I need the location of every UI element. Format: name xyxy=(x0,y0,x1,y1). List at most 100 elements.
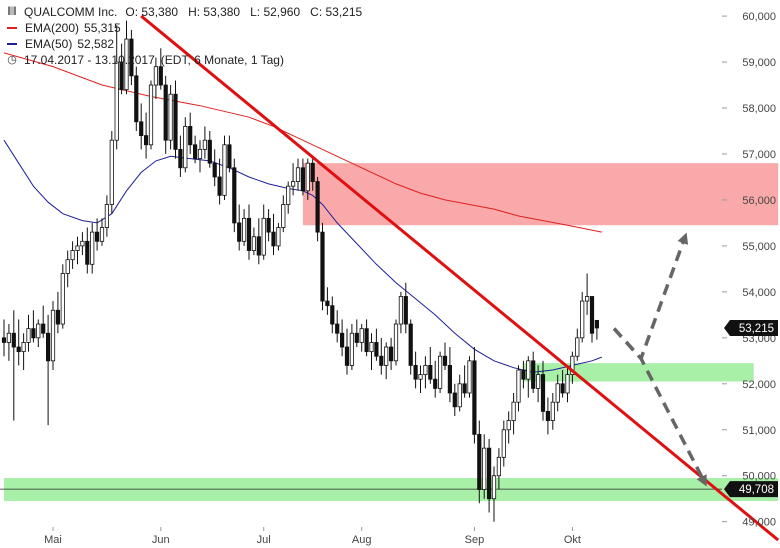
candle xyxy=(148,80,154,150)
candle-body xyxy=(506,420,511,431)
candle xyxy=(589,296,595,343)
x-tick-label: Aug xyxy=(352,534,372,546)
candle xyxy=(168,85,173,150)
candle-body xyxy=(21,342,26,353)
ema50-value: 52,582 xyxy=(77,37,115,51)
candle xyxy=(594,319,600,340)
candle-body xyxy=(536,374,541,389)
candle xyxy=(16,319,21,366)
candle xyxy=(256,218,261,265)
candle-body xyxy=(496,456,502,477)
candle-body xyxy=(428,365,433,380)
candle xyxy=(398,291,404,334)
candle-body xyxy=(585,296,590,302)
candle-body xyxy=(486,447,492,500)
candle-body xyxy=(413,365,418,380)
period-note: (EDT, 6 Monate, 1 Tag) xyxy=(160,53,284,67)
clock-icon: ◷ xyxy=(7,54,17,66)
ema200-label: EMA(200) xyxy=(25,21,80,35)
candle xyxy=(330,296,335,334)
candle xyxy=(202,126,207,159)
y-tick-label: 57,000 xyxy=(742,149,776,161)
candle xyxy=(246,204,252,260)
candle-body xyxy=(212,162,217,178)
candle-body xyxy=(491,475,497,500)
candle-body xyxy=(437,355,443,389)
candle xyxy=(178,135,183,177)
candle-body xyxy=(266,217,271,233)
candle-body xyxy=(261,217,266,256)
candle xyxy=(482,434,487,499)
candle-body xyxy=(379,355,384,366)
candle xyxy=(6,324,11,361)
candle xyxy=(374,328,379,361)
x-tick-label: Okt xyxy=(564,534,581,546)
candle-body xyxy=(90,231,95,265)
candle-body xyxy=(580,300,585,339)
candle xyxy=(462,365,467,398)
candle-body xyxy=(575,337,580,357)
candle xyxy=(276,222,281,251)
candle-body xyxy=(237,222,242,242)
ema50-label: EMA(50) xyxy=(25,37,73,51)
candle-body xyxy=(320,231,325,302)
ema200-value: 55,315 xyxy=(84,21,121,35)
candle-body xyxy=(354,332,359,343)
candle-body xyxy=(60,273,65,325)
candle xyxy=(163,75,168,154)
candle xyxy=(114,25,119,150)
candle xyxy=(271,213,276,256)
candle xyxy=(408,319,413,375)
projection-arrows xyxy=(612,232,707,487)
candle-body xyxy=(16,346,21,353)
candle xyxy=(526,356,531,398)
candle xyxy=(521,360,526,389)
candle xyxy=(403,282,408,334)
candle-body xyxy=(462,383,467,394)
candle-body xyxy=(183,126,188,169)
candle-body xyxy=(114,61,119,141)
candle xyxy=(320,222,325,311)
ema50-line xyxy=(3,139,602,373)
candle-body xyxy=(251,236,256,251)
ema-lines xyxy=(3,52,602,373)
candle-body xyxy=(442,355,448,366)
candle xyxy=(349,324,355,371)
candles xyxy=(1,20,600,522)
candle xyxy=(384,342,389,380)
candle-body xyxy=(246,217,252,251)
candle-body xyxy=(447,365,453,394)
candle xyxy=(550,393,555,430)
candle-body xyxy=(75,245,80,251)
candle-body xyxy=(290,181,296,187)
candle xyxy=(217,158,222,205)
candle-body xyxy=(99,227,105,242)
candle-body xyxy=(300,167,306,192)
candle-body xyxy=(388,346,394,362)
y-tick-label: 49,000 xyxy=(742,517,776,529)
candle-body xyxy=(516,369,521,403)
candle xyxy=(266,209,271,242)
candle xyxy=(31,310,36,343)
candle xyxy=(354,319,359,348)
price-tag-box xyxy=(724,481,778,498)
candle xyxy=(232,158,237,233)
downtrend-line xyxy=(140,14,780,542)
candle xyxy=(95,218,100,251)
candle xyxy=(50,301,56,371)
candle xyxy=(227,135,232,173)
candle xyxy=(192,135,198,164)
candle-body xyxy=(550,401,555,421)
projection-arrow-down xyxy=(612,327,707,487)
candle xyxy=(212,149,217,187)
candle xyxy=(222,135,227,200)
candle xyxy=(65,250,70,288)
candle-body xyxy=(119,61,124,91)
candle-body xyxy=(589,296,595,334)
candle xyxy=(99,218,105,246)
candle xyxy=(36,319,41,348)
candle xyxy=(452,383,457,416)
candle-body xyxy=(173,93,178,150)
candle-body xyxy=(26,328,31,343)
projection-arrow-up xyxy=(612,232,689,362)
